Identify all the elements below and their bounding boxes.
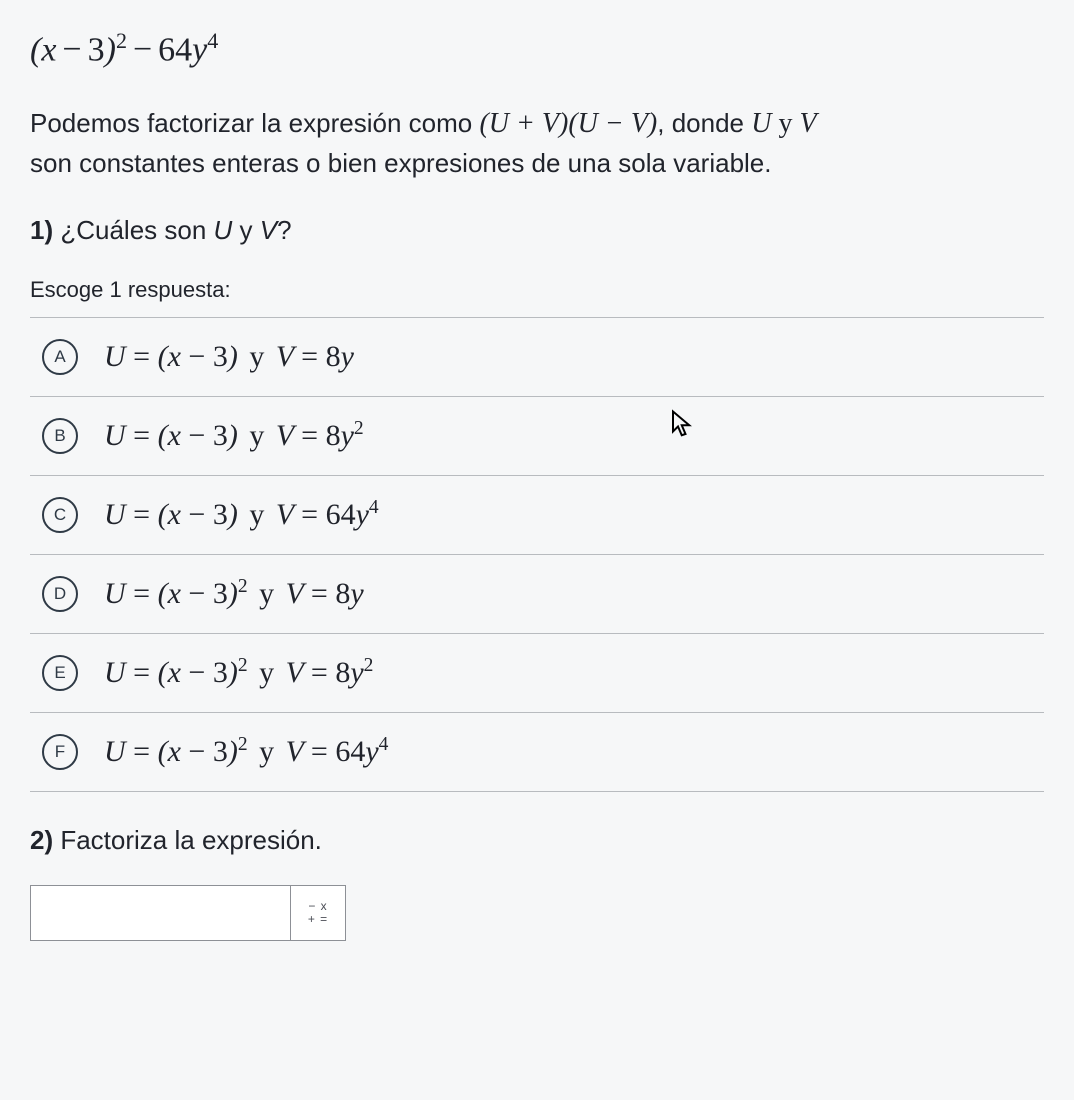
answer-list: A U = (x − 3) y V = 8y B U = (x − 3) y V… <box>30 317 1044 792</box>
instruction-text-3: son constantes enteras o bien expresione… <box>30 148 771 178</box>
answer-d-text: U = (x − 3)2 y V = 8y <box>104 573 364 615</box>
radio-c[interactable]: C <box>42 497 78 533</box>
answer-option-d[interactable]: D U = (x − 3)2 y V = 8y <box>30 555 1044 634</box>
q1-before: ¿Cuáles son <box>60 215 213 245</box>
q1-prefix: 1) <box>30 215 60 245</box>
instruction-text-1: Podemos factorizar la expresión como <box>30 108 479 138</box>
q1-uv: U y V <box>214 215 278 245</box>
answer-option-a[interactable]: A U = (x − 3) y V = 8y <box>30 318 1044 397</box>
answer-option-b[interactable]: B U = (x − 3) y V = 8y2 <box>30 397 1044 476</box>
q1-after: ? <box>277 215 291 245</box>
choose-one-label: Escoge 1 respuesta: <box>30 275 1044 306</box>
answer-option-e[interactable]: E U = (x − 3)2 y V = 8y2 <box>30 634 1044 713</box>
answer-input-row: − x+ = <box>30 885 1044 941</box>
answer-f-text: U = (x − 3)2 y V = 64y4 <box>104 731 388 773</box>
answer-b-text: U = (x − 3) y V = 8y2 <box>104 415 364 457</box>
question-1-label: 1) ¿Cuáles son U y V? <box>30 212 1044 248</box>
answer-a-text: U = (x − 3) y V = 8y <box>104 336 354 378</box>
instruction-paragraph: Podemos factorizar la expresión como (U … <box>30 104 1044 182</box>
q2-prefix: 2) <box>30 825 60 855</box>
instruction-text-2: , donde <box>657 108 751 138</box>
uv-ref: U y V <box>751 108 816 139</box>
answer-option-c[interactable]: C U = (x − 3) y V = 64y4 <box>30 476 1044 555</box>
exercise-container: (x−3)2−64y4 Podemos factorizar la expres… <box>30 26 1044 941</box>
math-keyboard-button[interactable]: − x+ = <box>290 885 346 941</box>
factored-form: (U + V)(U − V) <box>479 108 657 139</box>
radio-b[interactable]: B <box>42 418 78 454</box>
q2-text: Factoriza la expresión. <box>60 825 322 855</box>
answer-option-f[interactable]: F U = (x − 3)2 y V = 64y4 <box>30 713 1044 792</box>
question-2-label: 2) Factoriza la expresión. <box>30 822 1044 858</box>
radio-f[interactable]: F <box>42 734 78 770</box>
answer-c-text: U = (x − 3) y V = 64y4 <box>104 494 379 536</box>
radio-a[interactable]: A <box>42 339 78 375</box>
math-keyboard-icon: − x+ = <box>308 900 328 925</box>
radio-d[interactable]: D <box>42 576 78 612</box>
radio-e[interactable]: E <box>42 655 78 691</box>
expression-input[interactable] <box>30 885 290 941</box>
mouse-cursor-icon <box>670 406 696 451</box>
main-expression: (x−3)2−64y4 <box>30 26 1044 74</box>
answer-e-text: U = (x − 3)2 y V = 8y2 <box>104 652 373 694</box>
